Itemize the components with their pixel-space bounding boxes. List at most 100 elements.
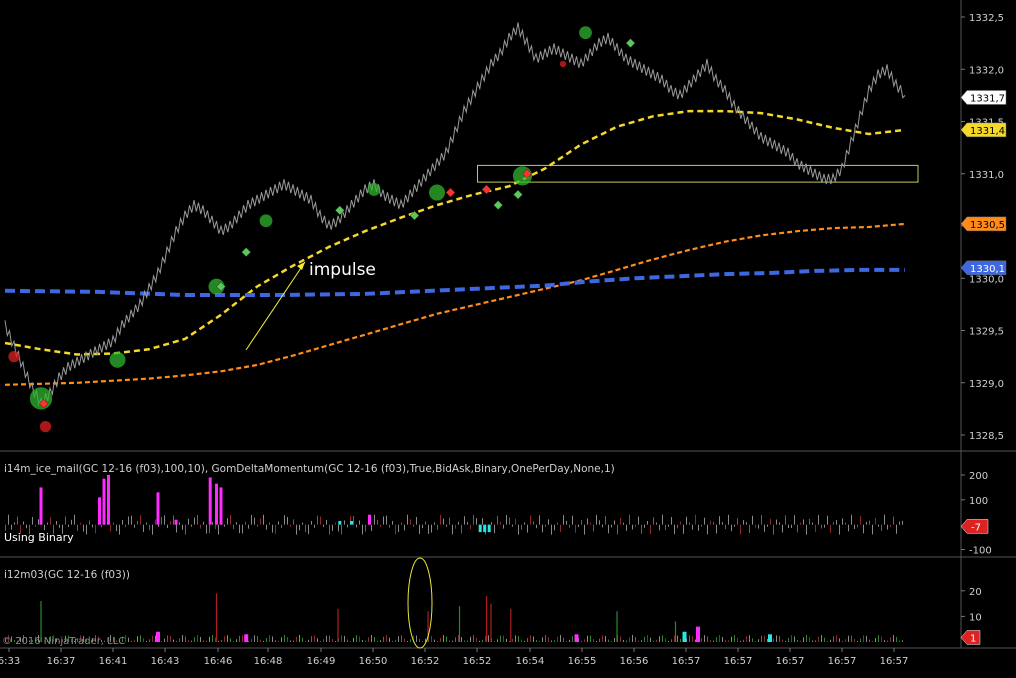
delta-bar xyxy=(128,516,129,525)
delta-signal-bar xyxy=(478,524,482,533)
volume-bar xyxy=(47,639,48,642)
delta-bar xyxy=(137,520,138,525)
volume-bar xyxy=(455,637,456,642)
buy-diamond-marker xyxy=(216,281,226,292)
price-label-text: 1331,4 xyxy=(970,126,1005,137)
volume-bar xyxy=(80,635,81,642)
delta-bar xyxy=(47,522,48,525)
delta-bar xyxy=(218,524,219,535)
delta-bar xyxy=(374,514,375,525)
volume-bar xyxy=(173,639,174,642)
delta-bar xyxy=(818,515,819,525)
delta-bar xyxy=(428,524,429,534)
price-tick-label: 1330,0 xyxy=(969,274,1004,285)
using-binary-label: Using Binary xyxy=(4,531,74,544)
volume-bar xyxy=(758,639,759,642)
volume-bar xyxy=(587,635,588,642)
delta-bar xyxy=(338,524,339,532)
delta-bar xyxy=(71,519,72,525)
volume-bar xyxy=(572,636,573,642)
price-tick-label: 1328,5 xyxy=(969,431,1004,442)
delta-bar xyxy=(482,518,483,525)
volume-bar xyxy=(740,640,741,642)
delta-bar xyxy=(641,524,642,534)
delta-bar xyxy=(566,520,567,525)
delta-bar xyxy=(110,524,111,532)
delta-bar xyxy=(29,524,30,535)
delta-bar xyxy=(281,524,282,529)
volume-bar xyxy=(845,639,846,642)
time-tick-label: 16:57 xyxy=(672,656,701,667)
delta-bar xyxy=(335,522,336,525)
volume-bar xyxy=(56,638,57,642)
time-tick-label: 16:56 xyxy=(620,656,649,667)
volume-bar xyxy=(263,640,264,642)
delta-bar xyxy=(155,519,156,525)
sell-diamond-marker xyxy=(445,187,456,198)
delta-bar xyxy=(647,521,648,525)
volume-bar xyxy=(53,635,54,642)
delta-signal-bar xyxy=(215,483,218,525)
price-axis[interactable]: 1328,5 1329,0 1329,5 1330,0 1330,5 1331,0 1331… xyxy=(960,13,1007,645)
delta-bar xyxy=(716,524,717,534)
delta-bar xyxy=(230,514,231,525)
delta-momentum-panel[interactable]: i14m_ice_mail(GC 12-16 (f03),100,10), Go… xyxy=(4,463,903,535)
delta-bar xyxy=(515,518,516,525)
volume-bar xyxy=(344,635,345,642)
delta-bar xyxy=(53,524,54,535)
delta-signal-bar xyxy=(487,524,491,533)
delta-bar xyxy=(38,519,39,525)
delta-bar xyxy=(620,517,621,525)
delta-bar xyxy=(113,522,114,525)
delta-bar xyxy=(728,514,729,525)
delta-bar xyxy=(431,524,432,533)
delta-bar xyxy=(797,524,798,533)
delta-bar xyxy=(269,522,270,525)
volume-bar xyxy=(326,635,327,642)
delta-bar xyxy=(92,524,93,528)
volume-bar xyxy=(551,640,552,642)
volume-bar xyxy=(635,637,636,642)
delta-bar xyxy=(131,515,132,525)
volume-bar xyxy=(182,635,183,642)
volume-bar xyxy=(206,640,207,642)
time-axis[interactable]: 6:33 16:37 16:41 16:43 16:46 16:48 16:49 16:50 1… xyxy=(0,648,908,667)
delta-bar xyxy=(59,524,60,528)
delta-bar xyxy=(443,518,444,525)
delta-bar xyxy=(506,515,507,525)
delta-bar xyxy=(248,524,249,529)
delta-bar xyxy=(614,520,615,525)
delta-bar xyxy=(824,524,825,528)
time-tick-label: 16:50 xyxy=(359,656,388,667)
delta-bar xyxy=(329,524,330,535)
volume-bar xyxy=(305,640,306,642)
ind1-value-text: -7 xyxy=(971,522,981,533)
delta-signal-bar xyxy=(368,514,371,525)
volume-bar xyxy=(272,636,273,642)
volume-bar xyxy=(332,638,333,642)
delta-bar xyxy=(74,514,75,525)
volume-bar xyxy=(167,635,168,642)
volume-bar xyxy=(242,635,243,642)
volume-bar xyxy=(308,639,309,642)
delta-bar xyxy=(410,519,411,525)
delta-bar xyxy=(392,520,393,525)
delta-bar xyxy=(14,522,15,525)
volume-bar xyxy=(689,635,690,642)
delta-bar xyxy=(761,515,762,525)
delta-bar xyxy=(35,524,36,527)
volume-bar xyxy=(329,635,330,642)
volume-bar xyxy=(83,635,84,642)
i12m03-panel[interactable]: i12m03(GC 12-16 (f03)) xyxy=(4,569,903,642)
price-tick-label: 1332,5 xyxy=(969,13,1004,24)
delta-bar xyxy=(455,524,456,529)
price-panel[interactable] xyxy=(4,22,919,433)
volume-bar xyxy=(140,635,141,642)
delta-bar xyxy=(791,524,792,529)
volume-bar xyxy=(485,636,486,642)
volume-bar xyxy=(620,636,621,642)
delta-bar xyxy=(731,524,732,532)
delta-bar xyxy=(689,522,690,525)
delta-bar xyxy=(206,524,207,534)
